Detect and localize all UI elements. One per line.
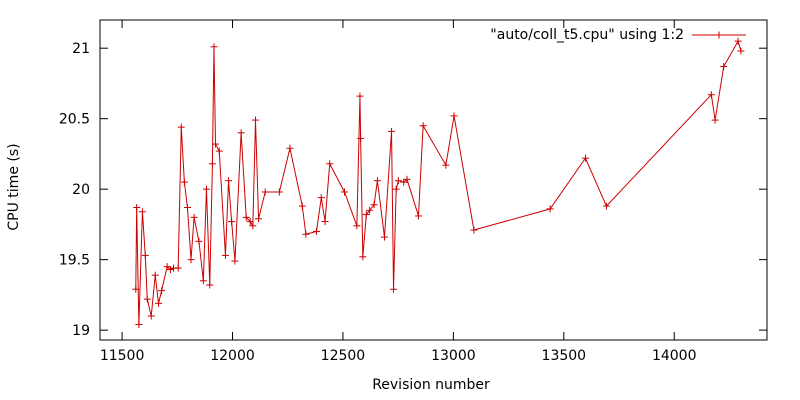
x-tick-label: 12500: [321, 348, 366, 364]
data-point: [356, 92, 364, 100]
data-point: [206, 281, 214, 289]
data-point: [711, 116, 719, 124]
data-point: [199, 277, 207, 285]
data-point: [166, 266, 174, 274]
data-point: [388, 127, 396, 135]
data-point: [357, 134, 365, 142]
data-point: [190, 213, 198, 221]
data-point: [720, 63, 728, 71]
data-point: [419, 122, 427, 130]
data-point: [151, 271, 159, 279]
y-tick-label: 19.5: [59, 253, 90, 269]
data-point: [442, 161, 450, 169]
x-tick-label: 13000: [431, 348, 476, 364]
x-tick-label: 12000: [210, 348, 255, 364]
data-point: [261, 188, 269, 196]
legend-plus-marker: [715, 31, 723, 39]
data-point: [225, 177, 233, 185]
y-tick-label: 20.5: [59, 112, 90, 128]
plot-frame: [99, 19, 768, 341]
data-point: [208, 160, 216, 168]
data-point: [174, 264, 182, 272]
data-point: [380, 233, 388, 241]
data-point: [359, 253, 367, 261]
x-tick-label: 14000: [652, 348, 697, 364]
data-point: [251, 116, 259, 124]
data-point: [255, 215, 263, 223]
x-tick-label: 11500: [100, 348, 145, 364]
data-point: [353, 222, 361, 230]
data-point: [392, 185, 400, 193]
data-point: [242, 213, 250, 221]
data-point: [450, 112, 458, 120]
data-point: [237, 129, 245, 137]
data-point: [734, 37, 742, 45]
data-point: [602, 202, 610, 210]
data-point: [403, 175, 411, 183]
x-tick-label: 13500: [542, 348, 587, 364]
axis-labels: Revision number CPU time (s): [6, 143, 490, 393]
data-point: [183, 203, 191, 211]
data-point: [158, 287, 166, 295]
y-tick-label: 19: [72, 323, 90, 339]
data-point: [373, 177, 381, 185]
data-point: [228, 218, 236, 226]
data-point: [231, 257, 239, 265]
data-point: [246, 218, 254, 226]
data-point: [138, 208, 146, 216]
data-point: [177, 123, 185, 131]
data-point: [366, 206, 374, 214]
data-point: [312, 227, 320, 235]
data-point: [470, 226, 478, 234]
data-point: [302, 230, 310, 238]
plot-marks: [132, 37, 745, 328]
y-tick-label: 21: [72, 41, 90, 57]
data-point: [180, 178, 188, 186]
data-point: [390, 285, 398, 293]
data-point: [249, 222, 257, 230]
data-point: [737, 47, 745, 55]
data-point: [362, 211, 370, 219]
data-point: [221, 251, 229, 259]
data-point: [581, 154, 589, 162]
data-point: [133, 203, 141, 211]
data-point: [298, 202, 306, 210]
data-point: [215, 147, 223, 155]
data-point: [340, 188, 348, 196]
data-point: [286, 144, 294, 152]
y-tick-label: 20: [72, 182, 90, 198]
data-point: [187, 256, 195, 264]
data-point: [135, 320, 143, 328]
data-point: [414, 212, 422, 220]
legend-entry-label: "auto/coll_t5.cpu" using 1:2: [490, 27, 684, 43]
data-point: [326, 160, 334, 168]
data-point: [147, 312, 155, 320]
data-point: [132, 285, 140, 293]
y-axis-label: CPU time (s): [6, 143, 22, 230]
data-point: [394, 177, 402, 185]
data-point: [275, 188, 283, 196]
data-point: [370, 201, 378, 209]
legend: "auto/coll_t5.cpu" using 1:2: [490, 27, 746, 43]
ticks: 11500 12000 12500 13000 13500 14000 19 19.5 20 20…: [59, 20, 767, 364]
data-point: [210, 43, 218, 51]
axes: [99, 19, 768, 341]
data-point: [195, 237, 203, 245]
data-point: [202, 185, 210, 193]
data-point: [141, 251, 149, 259]
data-point: [212, 140, 220, 148]
data-point: [155, 299, 163, 307]
data-point: [707, 91, 715, 99]
data-point: [317, 194, 325, 202]
legend-marker: [715, 31, 723, 39]
data-point: [546, 205, 554, 213]
data-point: [143, 295, 151, 303]
x-axis-label: Revision number: [372, 377, 490, 393]
data-point: [321, 218, 329, 226]
